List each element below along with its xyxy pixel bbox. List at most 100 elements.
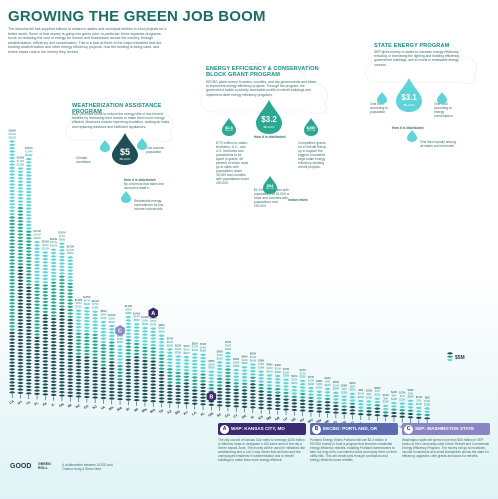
leaf-wap-ia	[249, 406, 256, 409]
leaf-wap-ny	[17, 332, 24, 335]
category-label-ne: NE	[291, 417, 298, 423]
leaf-wap-co	[224, 398, 232, 401]
cloud-shape	[65, 96, 174, 142]
leaf-eecbg-wi	[133, 342, 140, 346]
leaf-wap-ny	[17, 342, 24, 345]
value-label-wap-vt: $17M	[399, 392, 405, 395]
eecbg-sub2-text: Competitive grants for a Retrofit Ramp-u…	[298, 141, 327, 169]
leaf-wap-nv	[299, 409, 306, 412]
leaf-wap-ct	[233, 398, 240, 401]
leaf-wap-fl	[33, 389, 41, 392]
leaf-sep-ne	[291, 392, 298, 395]
leaf-eecbg-sc	[216, 381, 223, 384]
leaf-wap-il	[50, 344, 57, 347]
category-label-ky: KY	[183, 410, 190, 416]
leaf-wap-in	[125, 388, 132, 391]
value-label-eecbg-ut: $22M	[283, 371, 289, 374]
leaf-wap-oh	[58, 334, 66, 338]
leaf-sep-id	[332, 394, 339, 398]
leaf-eecbg-la	[191, 386, 198, 389]
leaf-wap-il	[50, 370, 57, 374]
leaf-eecbg-mi	[67, 312, 74, 315]
leaf-wap-wi	[133, 369, 140, 372]
leaf-sep-nc	[75, 309, 82, 312]
leaf-eecbg-oh	[58, 295, 66, 298]
leaf-sep-ca	[9, 176, 16, 180]
leaf-wap-ne	[291, 398, 298, 402]
leaf-wap-mi	[67, 348, 74, 351]
leaf-wap-az	[166, 391, 173, 394]
leaf-sep-ct	[233, 375, 240, 378]
leaf-wap-pa	[42, 314, 49, 317]
leaf-sep-wi	[133, 326, 140, 329]
leaf-sep-in	[125, 325, 132, 329]
value-label-sep-ga: $82M	[84, 303, 90, 306]
leaf-wap-ny	[17, 368, 24, 371]
value-label-sep-vt: $22M	[399, 398, 405, 401]
leaf-sep-wa	[116, 348, 124, 351]
leaf-sep-wi	[133, 339, 140, 342]
leaf-eecbg-mi	[67, 292, 74, 295]
value-label-sep-nv: $35M	[300, 376, 306, 379]
eecbg-sub3-unit: MILLION	[265, 188, 274, 190]
leaf-sep-az	[166, 354, 173, 358]
leaf-sep-tn	[158, 347, 165, 351]
leaf-sep-nc	[75, 319, 82, 322]
leaf-eecbg-wv	[307, 396, 315, 400]
leaf-wap-md	[175, 398, 182, 401]
leaf-eecbg-ks	[258, 386, 265, 390]
value-label-wap-ks: $56M	[258, 360, 264, 363]
leaf-wap-de	[382, 414, 389, 417]
leaf-sep-mo	[150, 330, 157, 334]
category-label-fl: FL	[34, 401, 40, 407]
sep-factor-consumption: One third according to energy consumptio…	[434, 102, 453, 118]
leaf-eecbg-ky	[183, 372, 190, 375]
leaf-eecbg-fl	[33, 293, 41, 297]
leaf-sep-ny	[17, 180, 24, 183]
leaf-sep-il	[50, 265, 57, 268]
leaf-eecbg-fl	[33, 306, 41, 310]
value-label-sep-nj: $73M	[92, 307, 98, 310]
eecbg-sub3-drop: $54 MILLION	[263, 176, 277, 194]
leaf-eecbg-wy	[415, 413, 422, 416]
leaf-wap-ct	[233, 395, 240, 398]
value-label-wap-ar: $48M	[275, 364, 281, 367]
value-label-sep-id: $28M	[333, 388, 339, 391]
leaf-sep-az	[166, 364, 173, 368]
leaf-wap-ny	[17, 279, 24, 282]
leaf-wap-mi	[67, 365, 74, 368]
leaf-eecbg-nj	[92, 356, 99, 360]
category-label-sc: SC	[216, 412, 223, 418]
leaf-wap-nj	[92, 373, 99, 376]
leaf-sep-ar	[274, 374, 281, 378]
value-label-sep-az: $55M	[167, 344, 173, 347]
leaf-wap-oh	[58, 328, 66, 331]
leaf-wap-ct	[233, 388, 240, 392]
leaf-sep-nc	[75, 312, 82, 316]
eecbg-sub2-drop: $450 MILLION	[304, 118, 318, 136]
leaf-eecbg-la	[191, 382, 198, 386]
leaf-wap-wi	[133, 356, 140, 359]
leaf-eecbg-wa	[116, 364, 124, 368]
leaf-wap-la	[191, 392, 198, 396]
leaf-eecbg-de	[382, 411, 389, 414]
leaf-wap-co	[224, 391, 232, 394]
leaf-wap-oh	[58, 318, 66, 321]
value-label-wap-ak: $18M	[408, 389, 414, 392]
leaf-wap-wi	[133, 389, 140, 392]
leaf-wap-nj	[92, 386, 99, 389]
leaf-eecbg-ny	[17, 253, 24, 256]
leaf-eecbg-va	[100, 360, 107, 363]
leaf-wap-nd	[374, 414, 381, 417]
leaf-eecbg-il	[50, 294, 57, 298]
leaf-wap-oh	[58, 311, 66, 315]
leaf-eecbg-sd	[390, 408, 398, 411]
leaf-sep-ny	[17, 190, 24, 193]
value-label-wap-ut: $37M	[283, 368, 289, 371]
leaf-wap-ok	[241, 389, 248, 392]
leaf-wap-md	[175, 394, 182, 398]
leaf-eecbg-tn	[158, 357, 165, 360]
leaf-wap-fl	[33, 363, 41, 366]
value-label-sep-ar: $40M	[275, 371, 281, 374]
leaf-sep-ca	[9, 163, 16, 166]
